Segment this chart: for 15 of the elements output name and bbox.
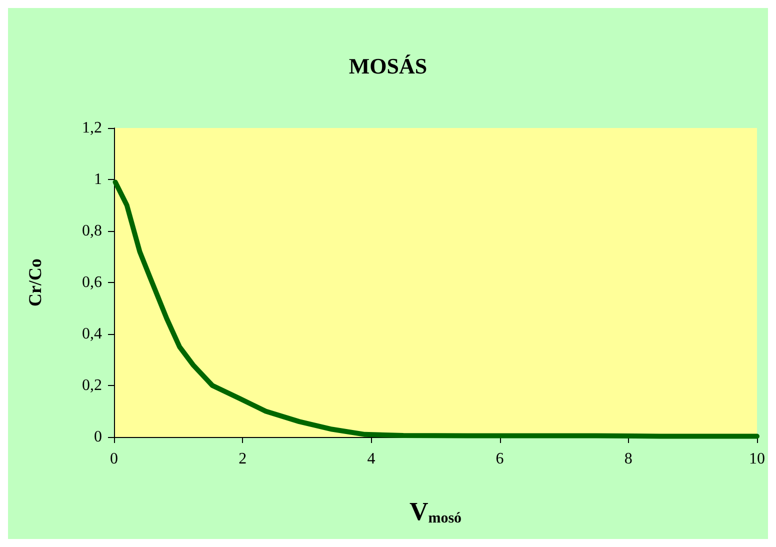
- x-tick-label: 0: [110, 450, 118, 468]
- x-tick-label: 10: [749, 450, 765, 468]
- chart-title: MOSÁS: [348, 54, 428, 78]
- y-tick-label: 0: [94, 428, 102, 446]
- y-tick-label: 0,6: [82, 274, 102, 291]
- y-tick-label: 0,8: [82, 222, 102, 240]
- y-tick-label: 0,4: [82, 326, 102, 342]
- y-axis-title: Cr/Co: [25, 258, 45, 306]
- y-tick-label: 0,2: [82, 377, 102, 394]
- y-tick-label: 1,2: [82, 120, 102, 136]
- x-tick-label: 2: [238, 450, 247, 468]
- x-tick-label: 4: [367, 450, 376, 468]
- y-tick-label: 1: [94, 171, 102, 188]
- x-tick-label: 8: [624, 450, 632, 468]
- x-tick-label: 6: [496, 450, 504, 468]
